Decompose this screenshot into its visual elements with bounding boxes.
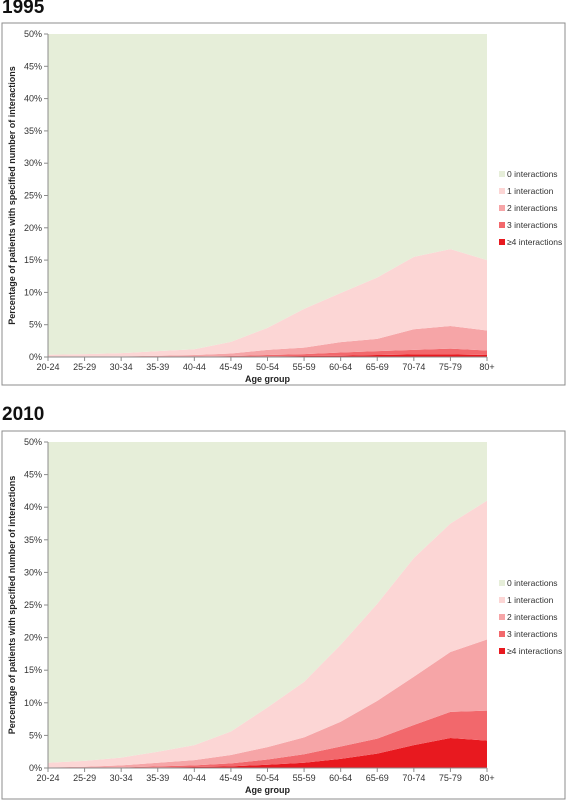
y-tick-label: 50% <box>24 29 42 39</box>
y-tick-label: 40% <box>24 502 42 512</box>
area-series-1 <box>48 710 487 768</box>
legend-label: 0 interactions <box>507 169 558 179</box>
legend-swatch <box>499 188 505 194</box>
legend-swatch <box>499 580 505 586</box>
legend-label: 1 interaction <box>507 186 554 196</box>
panel-title-1995: 1995 <box>2 0 45 18</box>
y-tick-label: 40% <box>24 94 42 104</box>
y-tick-label: 35% <box>24 126 42 136</box>
legend-swatch <box>499 222 505 228</box>
x-tick-label: 25-29 <box>73 773 96 783</box>
y-tick-label: 0% <box>29 352 42 362</box>
area-series-3 <box>48 500 487 768</box>
x-axis-title: Age group <box>245 374 290 384</box>
area-series-0 <box>48 354 487 357</box>
legend-swatch <box>499 648 505 654</box>
y-axis-title: Percentage of patients with specified nu… <box>7 66 17 325</box>
x-tick-label: 55-59 <box>293 773 316 783</box>
x-tick-label: 30-34 <box>110 362 133 372</box>
chart-1995: 0% 5% 10% 15% 20% 25% 30% 35% 40% 45% 50% 20-24 25-2… <box>1 22 566 386</box>
y-tick-label: 0% <box>29 763 42 773</box>
x-tick-label: 70-74 <box>402 773 425 783</box>
y-axis-title: Percentage of patients with specified nu… <box>7 476 17 735</box>
legend-label: ≥4 interactions <box>507 646 562 656</box>
y-tick-label: 35% <box>24 535 42 545</box>
y-tick-label: 20% <box>24 633 42 643</box>
y-tick-label: 25% <box>24 600 42 610</box>
legend-label: 0 interactions <box>507 578 558 588</box>
y-tick-label: 10% <box>24 287 42 297</box>
legend-label: 3 interactions <box>507 629 558 639</box>
x-tick-label: 60-64 <box>329 362 352 372</box>
x-tick-label: 80+ <box>479 773 494 783</box>
legend-swatch <box>499 171 505 177</box>
y-tick-label: 30% <box>24 158 42 168</box>
x-tick-label: 40-44 <box>183 362 206 372</box>
area-series-3 <box>48 249 487 357</box>
x-tick-label: 70-74 <box>402 362 425 372</box>
legend-label: 2 interactions <box>507 203 558 213</box>
legend-swatch <box>499 597 505 603</box>
y-tick-label: 45% <box>24 470 42 480</box>
area-series-4 <box>48 442 487 763</box>
y-tick-label: 10% <box>24 698 42 708</box>
x-tick-label: 50-54 <box>256 773 279 783</box>
x-tick-label: 20-24 <box>36 362 59 372</box>
legend-label: 3 interactions <box>507 220 558 230</box>
x-tick-label: 80+ <box>479 362 494 372</box>
x-tick-label: 35-39 <box>146 362 169 372</box>
x-tick-label: 35-39 <box>146 773 169 783</box>
x-tick-label: 45-49 <box>219 773 242 783</box>
area-series-0 <box>48 738 487 768</box>
x-tick-label: 75-79 <box>439 362 462 372</box>
panel-title-2010: 2010 <box>2 404 45 425</box>
y-tick-label: 15% <box>24 255 42 265</box>
x-tick-label: 45-49 <box>219 362 242 372</box>
y-tick-label: 20% <box>24 223 42 233</box>
x-axis-title: Age group <box>245 785 290 795</box>
area-series-2 <box>48 639 487 768</box>
y-tick-label: 5% <box>29 730 42 740</box>
y-tick-label: 50% <box>24 437 42 447</box>
legend-swatch <box>499 205 505 211</box>
x-tick-label: 40-44 <box>183 773 206 783</box>
x-tick-label: 65-69 <box>366 773 389 783</box>
x-tick-label: 25-29 <box>73 362 96 372</box>
legend-swatch <box>499 239 505 245</box>
x-tick-label: 55-59 <box>293 362 316 372</box>
area-series-1 <box>48 348 487 357</box>
y-tick-label: 45% <box>24 61 42 71</box>
legend-label: 2 interactions <box>507 612 558 622</box>
area-series-4 <box>48 34 487 355</box>
x-tick-label: 75-79 <box>439 773 462 783</box>
y-tick-label: 15% <box>24 665 42 675</box>
x-tick-label: 65-69 <box>366 362 389 372</box>
y-tick-label: 25% <box>24 191 42 201</box>
x-tick-label: 60-64 <box>329 773 352 783</box>
x-tick-label: 50-54 <box>256 362 279 372</box>
x-tick-label: 30-34 <box>110 773 133 783</box>
legend-swatch <box>499 614 505 620</box>
area-series-2 <box>48 325 487 357</box>
legend-swatch <box>499 631 505 637</box>
y-tick-label: 5% <box>29 320 42 330</box>
y-tick-label: 30% <box>24 567 42 577</box>
legend-label: 1 interaction <box>507 595 554 605</box>
x-tick-label: 20-24 <box>36 773 59 783</box>
legend-label: ≥4 interactions <box>507 237 562 247</box>
chart-2010: 0% 5% 10% 15% 20% 25% 30% 35% 40% 45% 50% 20-24 25-2… <box>1 430 566 800</box>
